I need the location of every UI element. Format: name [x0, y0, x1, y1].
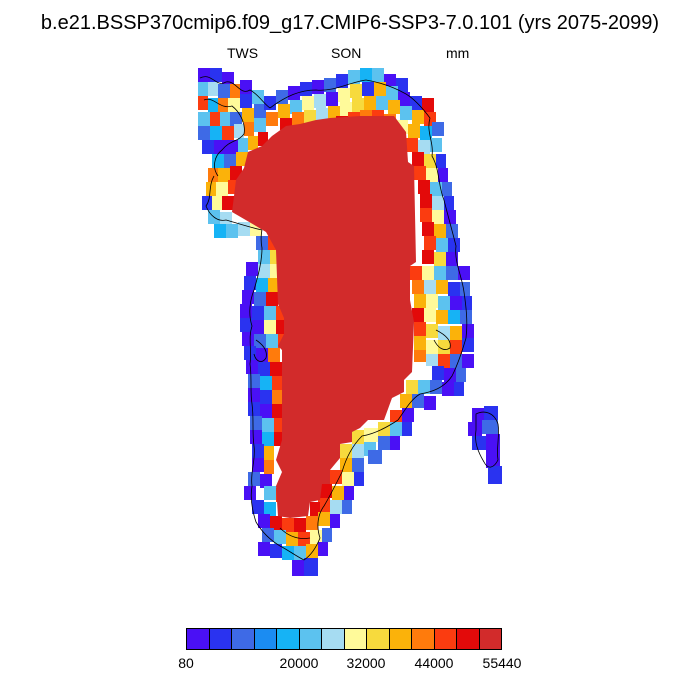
plot-title: b.e21.BSSP370cmip6.f09_g17.CMIP6-SSP3-7.… — [40, 12, 660, 34]
colorbar-swatch-8 — [367, 629, 390, 649]
colorbar-swatch-0 — [187, 629, 210, 649]
units-label: mm — [446, 45, 470, 61]
colorbar-label-3: 32000 — [346, 655, 386, 671]
colorbar-swatch-7 — [344, 629, 367, 649]
colorbar-swatch-12 — [457, 629, 480, 649]
colorbar-swatch-13 — [479, 629, 501, 649]
colorbar — [186, 628, 502, 650]
colorbar-swatch-2 — [232, 629, 255, 649]
colorbar-label-2: 20000 — [279, 655, 319, 671]
colorbar-label-4: 44000 — [414, 655, 454, 671]
colorbar-swatch-4 — [277, 629, 300, 649]
colorbar-swatch-3 — [254, 629, 277, 649]
colorbar-swatch-6 — [322, 629, 345, 649]
colorbar-label-max: 55440 — [482, 655, 522, 671]
colorbar-swatch-1 — [209, 629, 232, 649]
colorbar-swatch-10 — [412, 629, 435, 649]
season-label: SON — [331, 45, 362, 61]
ice-sheet-interior — [232, 116, 416, 518]
colorbar-swatch-11 — [434, 629, 457, 649]
colorbar-label-min: 80 — [178, 655, 194, 671]
colorbar-swatch-9 — [389, 629, 412, 649]
colorbar-swatch-5 — [299, 629, 322, 649]
coastline — [199, 76, 499, 561]
variable-label: TWS — [227, 45, 259, 61]
